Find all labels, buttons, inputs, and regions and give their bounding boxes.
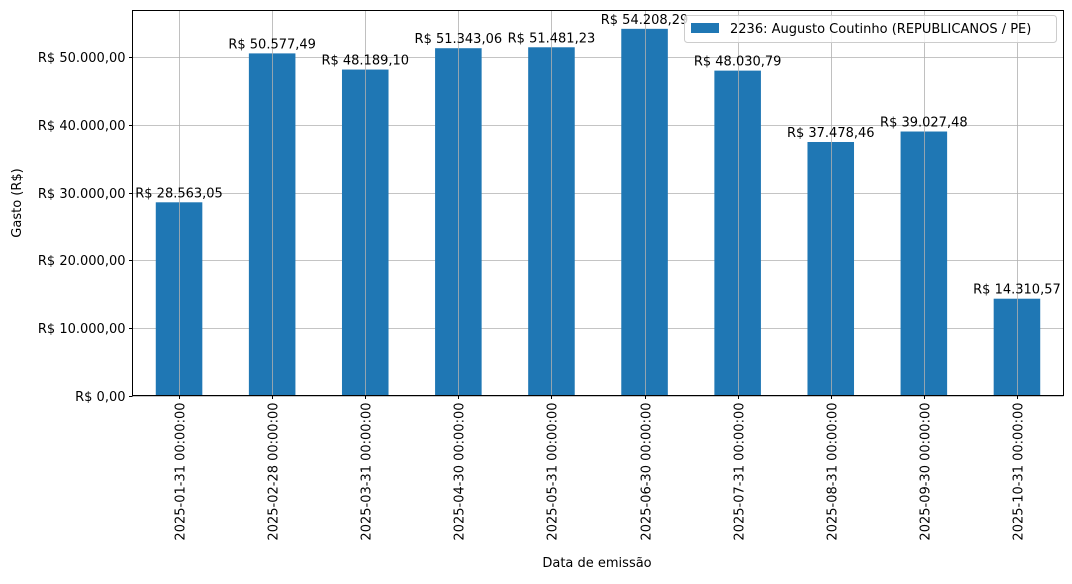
y-tick-label: R$ 20.000,00: [38, 254, 126, 269]
legend-swatch: [691, 23, 719, 33]
plot-frame: [132, 10, 1064, 396]
legend-frame: [684, 15, 1057, 43]
y-tick-label: R$ 30.000,00: [38, 187, 126, 202]
x-tick-label: 2025-05-31 00:00:00: [546, 403, 561, 541]
bar-value-label: R$ 48.189,10: [321, 54, 409, 69]
legend: 2236: Augusto Coutinho (REPUBLICANOS / P…: [684, 15, 1057, 43]
x-tick-label: 2025-10-31 00:00:00: [1012, 403, 1027, 541]
x-tick-label: 2025-08-31 00:00:00: [826, 403, 841, 541]
bar-value-label: R$ 14.310,57: [973, 283, 1061, 298]
bar-value-label: R$ 39.027,48: [880, 116, 968, 131]
x-axis-label: Data de emissão: [542, 556, 651, 571]
bar-value-label: R$ 28.563,05: [135, 186, 223, 201]
x-tick-label: 2025-07-31 00:00:00: [733, 403, 748, 541]
bar-value-label: R$ 48.030,79: [694, 55, 782, 70]
bars: [155, 28, 1041, 396]
bar-value-label: R$ 54.208,29: [601, 13, 689, 28]
bar-value-label: R$ 51.343,06: [415, 32, 503, 47]
x-tick-label: 2025-02-28 00:00:00: [267, 403, 282, 541]
y-tick-label: R$ 10.000,00: [38, 322, 126, 337]
x-tick-label: 2025-06-30 00:00:00: [640, 403, 655, 541]
x-tick-label: 2025-04-30 00:00:00: [453, 403, 468, 541]
y-tick-label: R$ 40.000,00: [38, 119, 126, 134]
legend-label: 2236: Augusto Coutinho (REPUBLICANOS / P…: [730, 22, 1031, 37]
x-tick-label: 2025-01-31 00:00:00: [174, 403, 189, 541]
bar-value-label: R$ 51.481,23: [508, 31, 596, 46]
data-labels: R$ 28.563,05 R$ 50.577,49 R$ 48.189,10 R$ 5…: [135, 13, 1061, 298]
y-axis-ticks: R$ 0,00 R$ 10.000,00 R$ 20.000,00 R$ 30.000…: [38, 51, 133, 405]
bar: [714, 70, 761, 396]
bar: [155, 202, 203, 396]
vertical-grid-lines: [179, 10, 1018, 396]
x-tick-label: 2025-03-31 00:00:00: [360, 403, 375, 541]
bar-value-label: R$ 37.478,46: [787, 126, 875, 141]
y-tick-label: R$ 0,00: [75, 390, 125, 405]
x-axis-ticks: 2025-01-31 00:00:00 2025-02-28 00:00:00 20…: [174, 395, 1027, 541]
y-axis-label: Gasto (R$): [10, 168, 25, 237]
x-tick-label: 2025-09-30 00:00:00: [919, 403, 934, 541]
y-tick-label: R$ 50.000,00: [38, 51, 126, 66]
bar: [993, 298, 1041, 396]
bar: [807, 141, 855, 396]
bar: [621, 28, 668, 396]
bar-value-label: R$ 50.577,49: [228, 37, 316, 52]
bar: [900, 131, 948, 396]
